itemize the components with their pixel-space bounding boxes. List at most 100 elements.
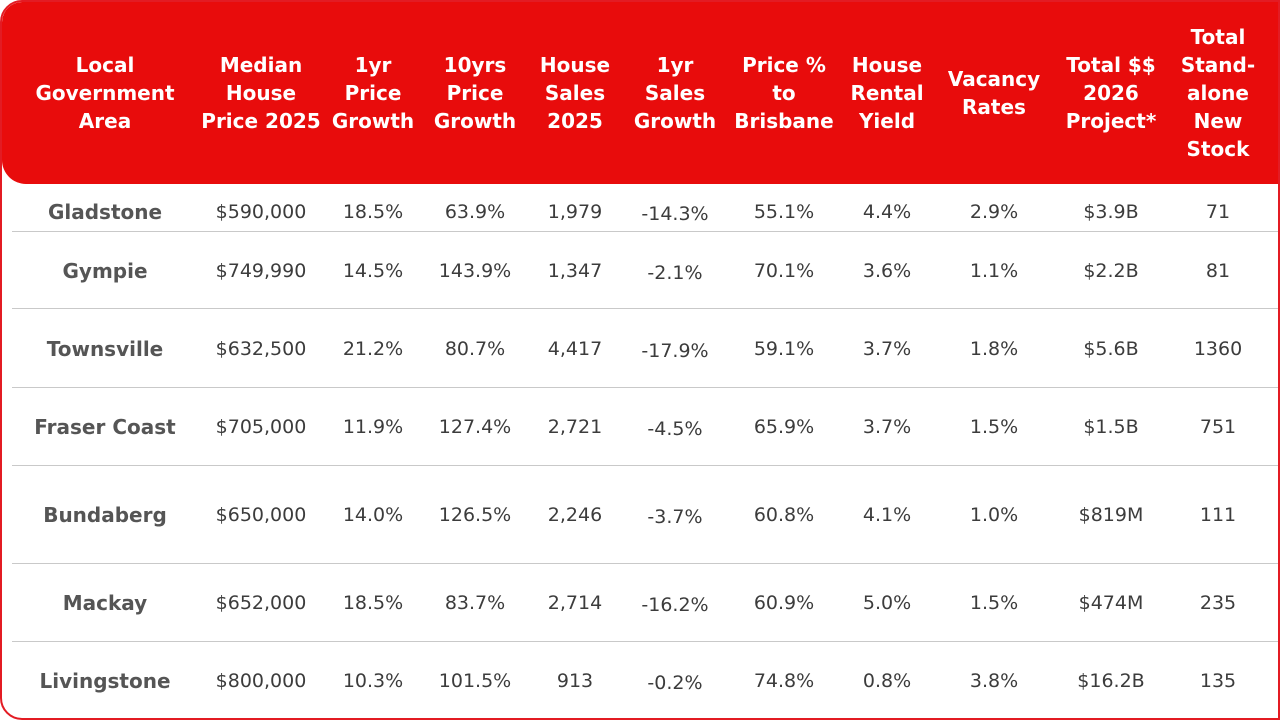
table-cell: 65.9% [753, 416, 815, 438]
table-cell: 143.9% [438, 260, 512, 282]
table-cell: 1360 [1193, 338, 1243, 360]
row-label: Gladstone [47, 200, 163, 224]
table-cell: 111 [1199, 504, 1237, 526]
row-divider [12, 231, 1278, 232]
table-cell: $705,000 [215, 416, 307, 438]
table-cell: 4,417 [547, 338, 603, 360]
table-cell: 235 [1199, 592, 1237, 614]
table-cell: 4.1% [862, 504, 912, 526]
table-cell: 3.7% [862, 338, 912, 360]
table-cell: 81 [1205, 260, 1231, 282]
table-cell: $2.2B [1083, 260, 1139, 282]
table-cell: 14.5% [342, 260, 404, 282]
table-row: Mackay $652,000 18.5% 83.7% 2,714 -16.2% 60.9%… [2, 564, 1278, 642]
table-cell: 3.6% [862, 260, 912, 282]
table-cell: $16.2B [1077, 670, 1145, 692]
row-divider [12, 563, 1278, 564]
row-divider [12, 465, 1278, 466]
table-cell: $800,000 [215, 670, 307, 692]
row-divider [12, 387, 1278, 388]
table-cell: 80.7% [444, 338, 506, 360]
header-cell: 1yr Sales Growth [633, 53, 717, 133]
row-label: Gympie [62, 259, 148, 283]
table-cell: 2,246 [547, 504, 603, 526]
row-label: Townsville [46, 337, 164, 361]
table-cell: 63.9% [444, 201, 506, 223]
table-cell: 1.8% [969, 338, 1019, 360]
table-cell: 4.4% [862, 201, 912, 223]
table-cell: 1,979 [547, 201, 603, 223]
table-cell: $652,000 [215, 592, 307, 614]
table-cell: 127.4% [438, 416, 512, 438]
table-cell: 1.1% [969, 260, 1019, 282]
row-divider [12, 308, 1278, 309]
table-cell: $1.5B [1083, 416, 1139, 438]
table-cell: 70.1% [753, 260, 815, 282]
table-cell: 1.5% [969, 592, 1019, 614]
table-cell: 3.8% [969, 670, 1019, 692]
table-cell: $819M [1078, 504, 1144, 526]
table-row: Bundaberg $650,000 14.0% 126.5% 2,246 -3.7% 60… [2, 466, 1278, 564]
table-cell: 5.0% [862, 592, 912, 614]
row-label: Mackay [62, 591, 148, 615]
table-row: Gladstone $590,000 18.5% 63.9% 1,979 -14.3% 55… [2, 192, 1278, 232]
table-cell: $590,000 [215, 201, 307, 223]
table-cell: 751 [1199, 416, 1237, 438]
header-cell: Total $$ 2026 Project* [1065, 53, 1157, 133]
table-cell: 2,721 [547, 416, 603, 438]
table-cell: -17.9% [641, 340, 709, 362]
header-cell: Vacancy Rates [947, 67, 1041, 119]
header-cell: 1yr Price Growth [331, 53, 415, 133]
table-cell: 0.8% [862, 670, 912, 692]
header-cell: Total Stand- alone New Stock [1180, 25, 1256, 161]
table-cell: $749,990 [215, 260, 307, 282]
table-cell: 71 [1205, 201, 1231, 223]
table-header: Local Government Area Median House Price… [2, 2, 1278, 184]
table-cell: 21.2% [342, 338, 404, 360]
table-cell: 135 [1199, 670, 1237, 692]
table-cell: 10.3% [342, 670, 404, 692]
table-cell: $474M [1078, 592, 1144, 614]
table-cell: -14.3% [641, 203, 709, 225]
table-cell: $650,000 [215, 504, 307, 526]
table-cell: 11.9% [342, 416, 404, 438]
table-row: Fraser Coast $705,000 11.9% 127.4% 2,721 -4.5… [2, 388, 1278, 466]
table-cell: $5.6B [1083, 338, 1139, 360]
table-cell: 18.5% [342, 201, 404, 223]
table-cell: $632,500 [215, 338, 307, 360]
table-cell: 126.5% [438, 504, 512, 526]
header-cell: 10yrs Price Growth [433, 53, 517, 133]
table-row: Townsville $632,500 21.2% 80.7% 4,417 -17.9% 5… [2, 310, 1278, 388]
table-cell: -0.2% [647, 672, 703, 694]
table-cell: 14.0% [342, 504, 404, 526]
table-cell: 1.0% [969, 504, 1019, 526]
header-cell: House Rental Yield [850, 53, 924, 133]
table-cell: -16.2% [641, 594, 709, 616]
header-cell: Median House Price 2025 [201, 53, 321, 133]
table-cell: 74.8% [753, 670, 815, 692]
table-cell: 83.7% [444, 592, 506, 614]
table-cell: 1,347 [547, 260, 603, 282]
table-cell: $3.9B [1083, 201, 1139, 223]
header-cell: House Sales 2025 [539, 53, 611, 133]
row-divider [12, 641, 1278, 642]
row-label: Livingstone [39, 669, 171, 693]
table-cell: 2.9% [969, 201, 1019, 223]
table-cell: 18.5% [342, 592, 404, 614]
table-cell: 59.1% [753, 338, 815, 360]
table-cell: 101.5% [438, 670, 512, 692]
table-cell: 1.5% [969, 416, 1019, 438]
table-cell: 55.1% [753, 201, 815, 223]
table-cell: -4.5% [647, 418, 703, 440]
table-cell: 60.9% [753, 592, 815, 614]
table-cell: -2.1% [647, 262, 703, 284]
table-cell: 3.7% [862, 416, 912, 438]
table-row: Gympie $749,990 14.5% 143.9% 1,347 -2.1% 70.1%… [2, 232, 1278, 310]
table-cell: -3.7% [647, 506, 703, 528]
header-cell: Price % to Brisbane [734, 53, 834, 133]
header-cell: Local Government Area [35, 53, 175, 133]
row-label: Fraser Coast [34, 415, 176, 439]
table-cell: 913 [556, 670, 594, 692]
table-row: Livingstone $800,000 10.3% 101.5% 913 -0.2% 74… [2, 642, 1278, 718]
